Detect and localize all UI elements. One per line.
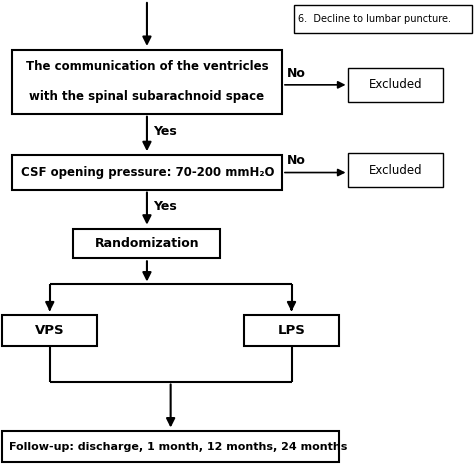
Text: No: No <box>287 155 306 167</box>
Text: Yes: Yes <box>153 200 176 213</box>
Text: No: No <box>287 67 306 80</box>
FancyBboxPatch shape <box>348 68 443 102</box>
Text: Excluded: Excluded <box>369 78 423 91</box>
Text: Yes: Yes <box>153 125 176 138</box>
FancyBboxPatch shape <box>2 315 97 346</box>
Text: LPS: LPS <box>278 324 305 337</box>
Text: The communication of the ventricles

with the spinal subarachnoid space: The communication of the ventricles with… <box>26 60 268 103</box>
FancyBboxPatch shape <box>12 155 282 190</box>
Text: 6.  Decline to lumbar puncture.: 6. Decline to lumbar puncture. <box>298 14 451 24</box>
Text: Follow-up: discharge, 1 month, 12 months, 24 months: Follow-up: discharge, 1 month, 12 months… <box>9 442 348 452</box>
FancyBboxPatch shape <box>2 431 339 462</box>
FancyBboxPatch shape <box>73 229 220 258</box>
FancyBboxPatch shape <box>244 315 339 346</box>
Text: Excluded: Excluded <box>369 164 423 177</box>
Text: Randomization: Randomization <box>95 237 199 250</box>
FancyBboxPatch shape <box>294 5 472 33</box>
Text: CSF opening pressure: 70-200 mmH₂O: CSF opening pressure: 70-200 mmH₂O <box>21 166 275 179</box>
FancyBboxPatch shape <box>348 153 443 187</box>
FancyBboxPatch shape <box>12 50 282 114</box>
Text: VPS: VPS <box>35 324 64 337</box>
